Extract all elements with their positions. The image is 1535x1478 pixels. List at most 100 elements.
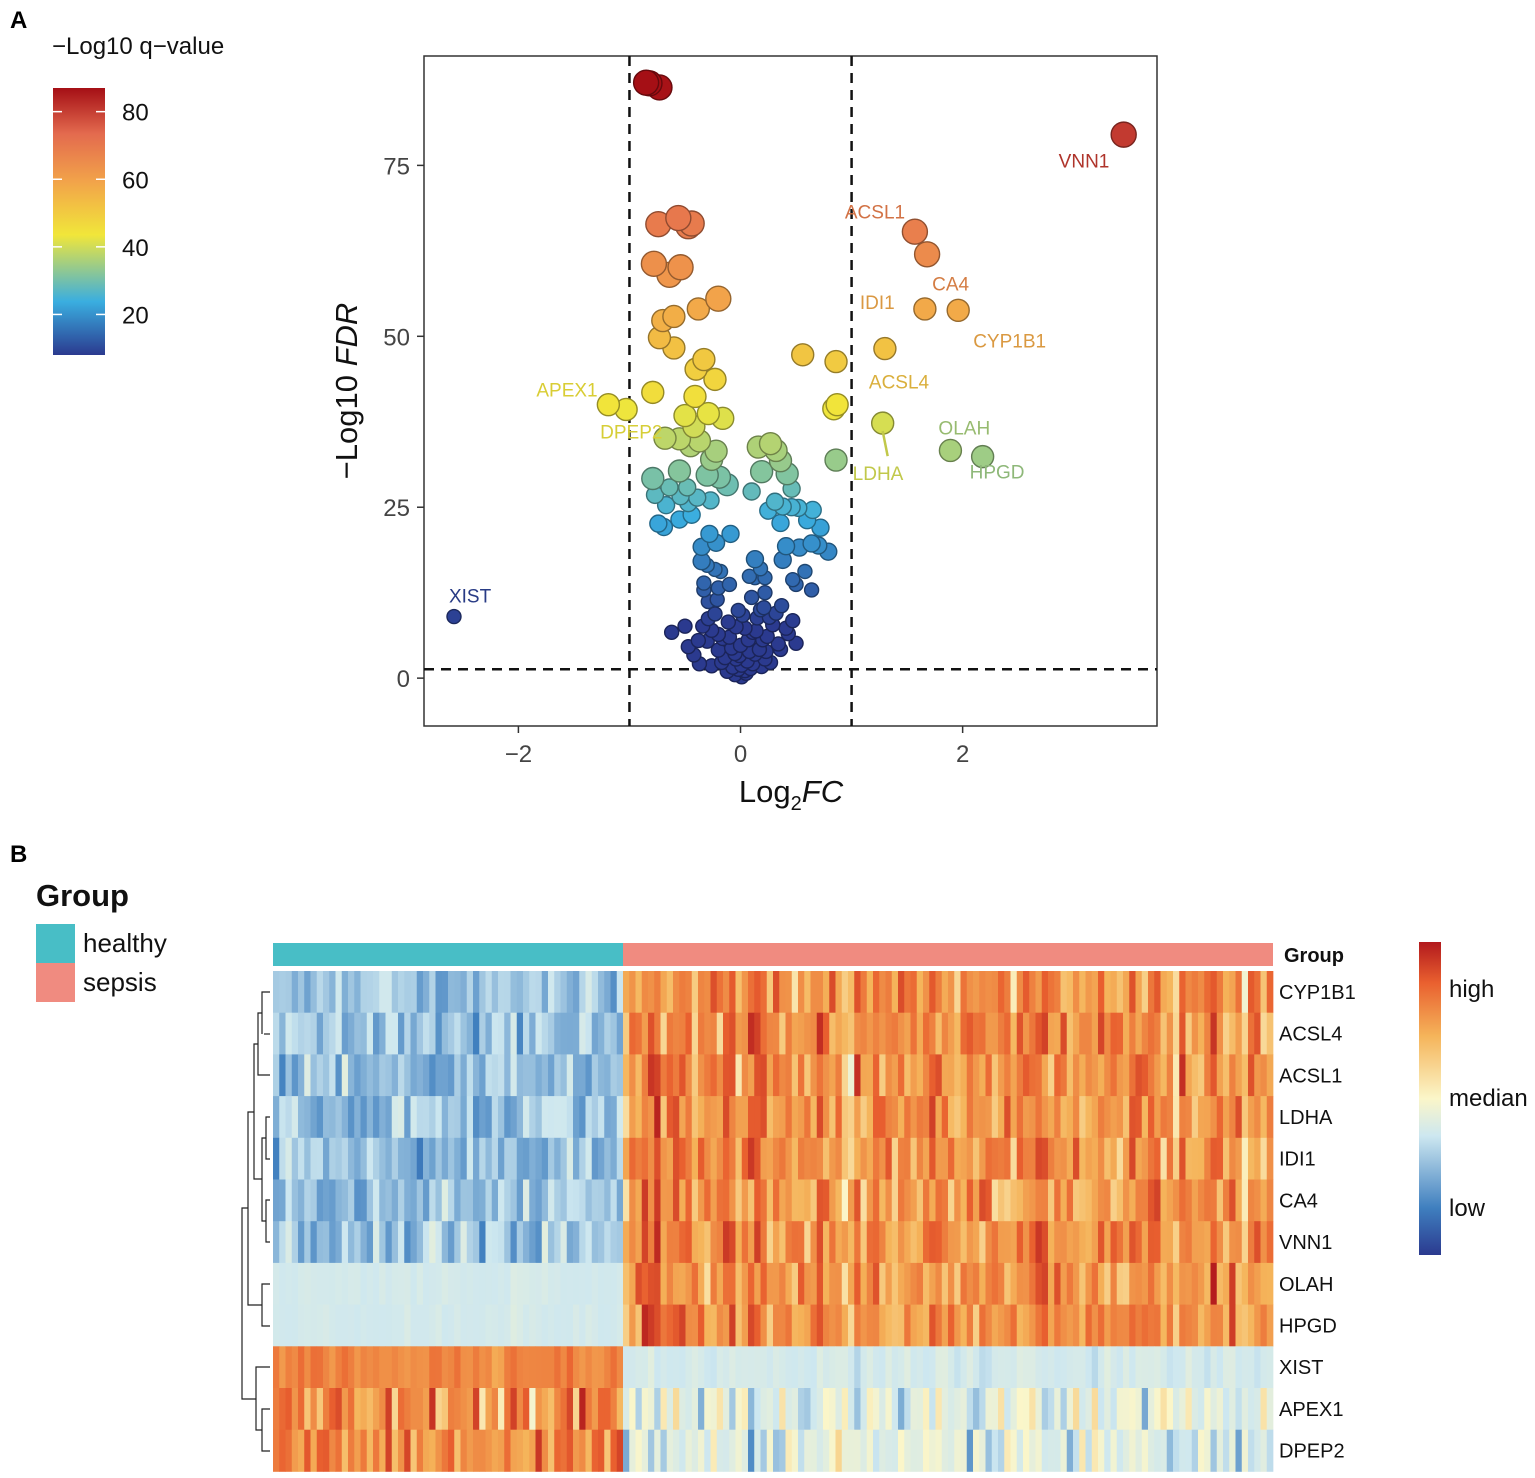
heatmap-cell xyxy=(285,1346,293,1389)
heatmap-cell xyxy=(654,1262,661,1305)
heatmap-cell xyxy=(998,971,1005,1014)
heatmap-cell xyxy=(1160,1304,1168,1347)
heatmap-cell xyxy=(516,1054,524,1097)
heatmap-cell xyxy=(991,971,999,1014)
heatmap-cell xyxy=(1191,1179,1199,1222)
heatmap-cell xyxy=(998,1054,1005,1097)
heatmap-cell xyxy=(848,1179,855,1222)
heatmap-cell xyxy=(548,1429,555,1472)
gene-point xyxy=(660,478,679,497)
heatmap-cell xyxy=(735,1054,743,1097)
heatmap-cell xyxy=(673,1429,680,1472)
heatmap-cell xyxy=(710,1388,718,1431)
heatmap-cell xyxy=(1191,1012,1199,1055)
heatmap-cell xyxy=(373,1137,380,1180)
heatmap-cell xyxy=(398,1429,405,1472)
heatmap-cell xyxy=(279,1221,286,1264)
heatmap-cell xyxy=(923,1137,930,1180)
heatmap-cell xyxy=(1054,1179,1061,1222)
heatmap-cell xyxy=(491,1054,499,1097)
heatmap-cell xyxy=(729,1304,736,1347)
heatmap-cell xyxy=(866,1346,874,1389)
heatmap-cell xyxy=(848,1096,855,1139)
heatmap-cell xyxy=(1023,1137,1030,1180)
heatmap-cell xyxy=(1035,1304,1043,1347)
heatmap-cell xyxy=(423,1388,430,1431)
heatmap-cell xyxy=(504,1346,511,1389)
heatmap-cell xyxy=(1079,1429,1086,1472)
heatmap-cell xyxy=(1229,1388,1236,1431)
heatmap-cell xyxy=(1048,1137,1055,1180)
heatmap-cell xyxy=(1241,1429,1249,1472)
heatmap-cell xyxy=(810,1137,818,1180)
heatmap-cell xyxy=(604,1388,611,1431)
gene-point xyxy=(704,439,728,463)
heatmap-cell xyxy=(666,1262,674,1305)
heatmap-cell xyxy=(1004,1221,1011,1264)
heatmap-cell xyxy=(904,1346,911,1389)
heatmap-cell xyxy=(529,1388,536,1431)
heatmap-cell xyxy=(1204,1096,1211,1139)
heatmap-cell xyxy=(710,1304,718,1347)
heatmap-cell xyxy=(1191,1221,1199,1264)
heatmap-cell xyxy=(904,1179,911,1222)
heatmap-cell xyxy=(648,1388,655,1431)
heatmap-cell xyxy=(1098,1388,1105,1431)
heatmap-cell xyxy=(1166,1388,1174,1431)
heatmap-cell xyxy=(304,1388,311,1431)
heatmap-cell xyxy=(473,1137,480,1180)
heatmap-cell xyxy=(454,1346,461,1389)
heatmap-cell xyxy=(429,1012,436,1055)
heatmap-cell xyxy=(573,1346,580,1389)
heatmap-cell xyxy=(823,1346,830,1389)
heatmap-cell xyxy=(923,1096,930,1139)
heatmap-cell xyxy=(341,1388,349,1431)
heatmap-cell xyxy=(1091,1304,1099,1347)
heatmap-cell xyxy=(410,1262,418,1305)
heatmap-cell xyxy=(979,1221,986,1264)
heatmap-cell xyxy=(1210,971,1218,1014)
heatmap-cell xyxy=(1148,1304,1155,1347)
heatmap-cell xyxy=(404,1096,411,1139)
heatmap-cell xyxy=(679,1179,686,1222)
heatmap-cell xyxy=(1098,1054,1105,1097)
heatmap-cell xyxy=(785,1346,793,1389)
heatmap-cell xyxy=(1148,1346,1155,1389)
heatmap-cell xyxy=(629,1304,636,1347)
heatmap-cell xyxy=(423,1262,430,1305)
heatmap-cell xyxy=(1079,1137,1086,1180)
heatmap-cell xyxy=(1235,1012,1243,1055)
heatmap-cell xyxy=(941,1012,949,1055)
heatmap-cell xyxy=(654,971,661,1014)
heatmap-cell xyxy=(1104,1137,1111,1180)
heatmap-cell xyxy=(910,1346,918,1389)
heatmap-cell xyxy=(935,1221,943,1264)
heatmap-cell xyxy=(985,971,993,1014)
heatmap-cell xyxy=(1235,1429,1243,1472)
heatmap-cell xyxy=(785,1262,793,1305)
heatmap-cell xyxy=(1110,971,1118,1014)
heatmap-cell xyxy=(916,1262,924,1305)
heatmap-cell xyxy=(1216,1221,1224,1264)
heatmap-cell xyxy=(879,1388,886,1431)
heatmap-cell xyxy=(1091,1096,1099,1139)
heatmap-cell xyxy=(416,1179,424,1222)
heatmap-cell xyxy=(954,1304,961,1347)
heatmap-cell xyxy=(391,1054,399,1097)
row-dendrogram xyxy=(241,991,270,1452)
heatmap-cell xyxy=(866,1137,874,1180)
heatmap-cell xyxy=(929,1388,936,1431)
heatmap-cell xyxy=(610,1179,618,1222)
heatmap-cell xyxy=(1060,1304,1068,1347)
heatmap-cell xyxy=(729,1054,736,1097)
heatmap-cell xyxy=(616,1012,624,1055)
heatmap-cell xyxy=(273,1304,280,1347)
heatmap-cell xyxy=(698,1388,705,1431)
heatmap-cell xyxy=(1123,1221,1130,1264)
heatmap-cell xyxy=(941,1137,949,1180)
heatmap-cell xyxy=(635,1388,643,1431)
heatmap-cell xyxy=(535,971,543,1014)
heatmap-cell xyxy=(448,1429,455,1472)
heatmap-cell xyxy=(1123,1137,1130,1180)
